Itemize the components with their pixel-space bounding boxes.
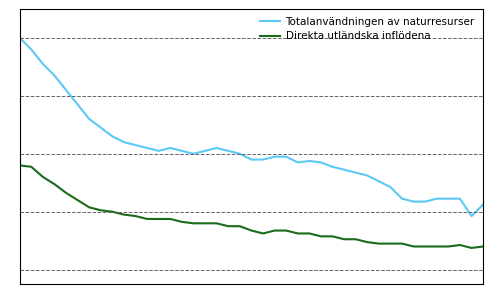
Direkta utländska inflödena [98, 208, 104, 212]
Direkta utländska inflödena [469, 246, 475, 250]
Direkta utländska inflödena [75, 198, 81, 202]
Direkta utländska inflödena [387, 242, 393, 245]
Direkta utländska inflödena [457, 243, 463, 247]
Line: Totalanvändningen av naturresurser: Totalanvändningen av naturresurser [20, 38, 483, 216]
Totalanvändningen av naturresurser [480, 203, 486, 206]
Totalanvändningen av naturresurser [237, 152, 243, 155]
Totalanvändningen av naturresurser [457, 197, 463, 200]
Direkta utländska inflödena [248, 229, 254, 232]
Totalanvändningen av naturresurser [225, 149, 231, 153]
Totalanvändningen av naturresurser [248, 158, 254, 161]
Direkta utländska inflödena [179, 220, 185, 224]
Direkta utländska inflödena [272, 229, 278, 232]
Totalanvändningen av naturresurser [411, 200, 417, 203]
Direkta utländska inflödena [156, 217, 162, 221]
Line: Direkta utländska inflödena: Direkta utländska inflödena [20, 165, 483, 248]
Totalanvändningen av naturresurser [52, 74, 58, 77]
Totalanvändningen av naturresurser [295, 161, 301, 164]
Totalanvändningen av naturresurser [202, 149, 208, 153]
Direkta utländska inflödena [260, 232, 266, 235]
Totalanvändningen av naturresurser [144, 146, 150, 150]
Direkta utländska inflödena [225, 224, 231, 228]
Direkta utländska inflödena [40, 175, 46, 179]
Direkta utländska inflödena [376, 242, 382, 245]
Direkta utländska inflödena [86, 206, 92, 209]
Totalanvändningen av naturresurser [86, 117, 92, 121]
Direkta utländska inflödena [330, 234, 336, 238]
Direkta utländska inflödena [237, 224, 243, 228]
Direkta utländska inflödena [168, 217, 174, 221]
Totalanvändningen av naturresurser [109, 135, 115, 138]
Totalanvändningen av naturresurser [17, 36, 23, 40]
Totalanvändningen av naturresurser [179, 149, 185, 153]
Direkta utländska inflödena [63, 191, 69, 195]
Totalanvändningen av naturresurser [98, 126, 104, 129]
Totalanvändningen av naturresurser [156, 149, 162, 153]
Legend: Totalanvändningen av naturresurser, Direkta utländska inflödena: Totalanvändningen av naturresurser, Dire… [256, 14, 478, 44]
Direkta utländska inflödena [295, 232, 301, 235]
Direkta utländska inflödena [341, 237, 347, 241]
Totalanvändningen av naturresurser [29, 48, 35, 51]
Totalanvändningen av naturresurser [121, 140, 127, 144]
Direkta utländska inflödena [191, 221, 197, 225]
Totalanvändningen av naturresurser [376, 179, 382, 183]
Direkta utländska inflödena [17, 164, 23, 167]
Direkta utländska inflödena [283, 229, 289, 232]
Direkta utländska inflödena [399, 242, 405, 245]
Totalanvändningen av naturresurser [364, 174, 370, 177]
Totalanvändningen av naturresurser [75, 103, 81, 106]
Direkta utländska inflödena [307, 232, 313, 235]
Totalanvändningen av naturresurser [330, 165, 336, 169]
Totalanvändningen av naturresurser [446, 197, 452, 200]
Totalanvändningen av naturresurser [133, 143, 139, 147]
Direkta utländska inflödena [202, 221, 208, 225]
Totalanvändningen av naturresurser [283, 155, 289, 158]
Totalanvändningen av naturresurser [353, 171, 359, 174]
Totalanvändningen av naturresurser [260, 158, 266, 161]
Direkta utländska inflödena [29, 165, 35, 169]
Direkta utländska inflödena [411, 245, 417, 248]
Totalanvändningen av naturresurser [191, 152, 197, 155]
Direkta utländska inflödena [121, 213, 127, 216]
Totalanvändningen av naturresurser [387, 185, 393, 189]
Totalanvändningen av naturresurser [272, 155, 278, 158]
Totalanvändningen av naturresurser [399, 197, 405, 200]
Totalanvändningen av naturresurser [307, 159, 313, 163]
Direkta utländska inflödena [52, 182, 58, 186]
Direkta utländska inflödena [434, 245, 440, 248]
Direkta utländska inflödena [423, 245, 428, 248]
Direkta utländska inflödena [144, 217, 150, 221]
Totalanvändningen av naturresurser [341, 168, 347, 171]
Totalanvändningen av naturresurser [434, 197, 440, 200]
Direkta utländska inflödena [446, 245, 452, 248]
Totalanvändningen av naturresurser [214, 146, 220, 150]
Direkta utländska inflödena [480, 245, 486, 248]
Direkta utländska inflödena [214, 221, 220, 225]
Totalanvändningen av naturresurser [469, 214, 475, 218]
Totalanvändningen av naturresurser [40, 62, 46, 66]
Totalanvändningen av naturresurser [168, 146, 174, 150]
Totalanvändningen av naturresurser [63, 88, 69, 92]
Direkta utländska inflödena [364, 240, 370, 244]
Direkta utländska inflödena [109, 210, 115, 213]
Totalanvändningen av naturresurser [318, 161, 324, 164]
Direkta utländska inflödena [318, 234, 324, 238]
Direkta utländska inflödena [133, 214, 139, 218]
Direkta utländska inflödena [353, 237, 359, 241]
Totalanvändningen av naturresurser [423, 200, 428, 203]
